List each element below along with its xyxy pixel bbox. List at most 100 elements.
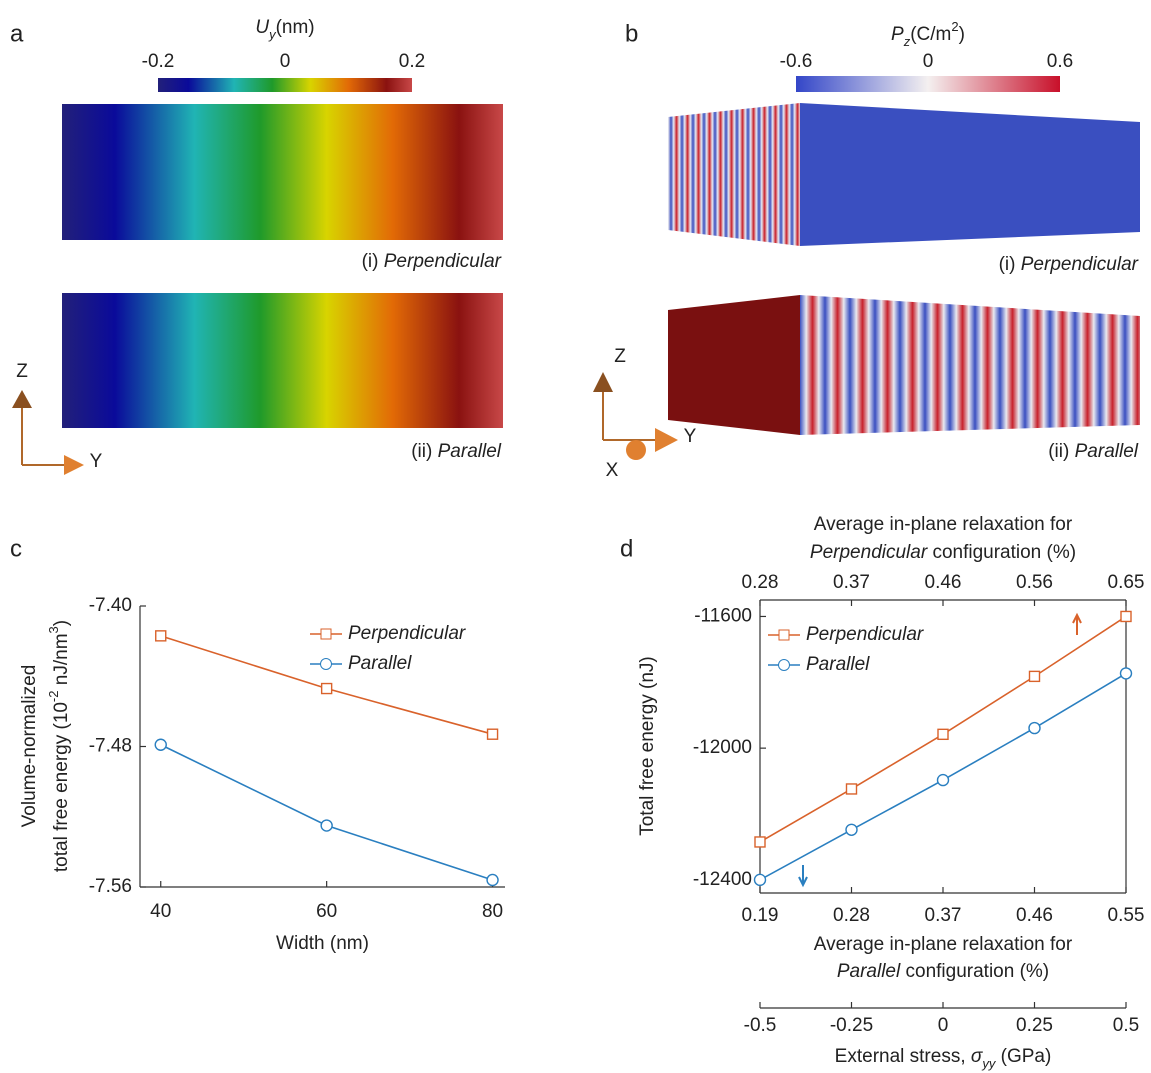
marker <box>488 729 498 739</box>
x-tick-label: 0.28 <box>833 905 870 926</box>
colorbar <box>158 78 412 92</box>
marker <box>846 824 857 835</box>
legend-marker <box>321 629 331 639</box>
domain-box <box>668 103 800 246</box>
colorbar <box>796 76 1060 92</box>
x-tick-label: 0.37 <box>925 905 962 926</box>
x-tick-label: -0.5 <box>744 1015 777 1036</box>
marker <box>755 837 765 847</box>
arrow <box>799 865 807 885</box>
marker <box>155 739 166 750</box>
text-part: (C/m <box>910 24 951 45</box>
legend-label: Parallel <box>806 654 870 675</box>
x-bottom-axis-label: Parallel configuration (%) <box>837 961 1049 982</box>
marker <box>755 874 766 885</box>
legend-marker <box>779 660 790 671</box>
panel-a <box>12 78 503 475</box>
text-part: 2 <box>951 19 958 34</box>
marker <box>487 874 498 885</box>
x-top-tick-label: 0.65 <box>1108 572 1145 593</box>
legend-marker <box>779 630 789 640</box>
panel-label: d <box>620 535 633 562</box>
marker <box>1029 723 1040 734</box>
marker <box>938 775 949 786</box>
arrow <box>1073 615 1081 635</box>
colorbar-tick-label: 0.2 <box>399 51 425 72</box>
x-tick-label: -0.25 <box>830 1015 873 1036</box>
marker <box>938 729 948 739</box>
colorbar-tick-label: -0.2 <box>142 51 175 72</box>
field-map <box>62 104 503 240</box>
x-top-axis-label: Average in-plane relaxation for <box>814 514 1073 535</box>
x-axis-label: External stress, σyy (GPa) <box>835 1046 1052 1071</box>
text-part: External stress, <box>835 1046 971 1067</box>
text-part: (GPa) <box>995 1046 1051 1067</box>
y-axis-label: Total free energy (nJ) <box>637 656 658 836</box>
marker <box>322 684 332 694</box>
text-part: U <box>255 17 269 38</box>
panel-label: c <box>10 535 22 562</box>
marker <box>156 631 166 641</box>
x-top-tick-label: 0.28 <box>742 572 779 593</box>
text-part: Perpendicular <box>1021 254 1139 275</box>
panel-label: b <box>625 20 638 47</box>
text-part: -2 <box>46 690 61 702</box>
text-part: Parallel <box>438 441 502 462</box>
axis-indicator <box>593 372 678 460</box>
text-part: total free energy (10 <box>51 702 72 872</box>
axis-name: Z <box>16 361 28 382</box>
view-label: (ii) Parallel <box>411 441 502 462</box>
y-tick-label: -11600 <box>694 605 752 626</box>
view-label: (ii) Parallel <box>1048 441 1139 462</box>
text-part: Perpendicular <box>810 542 928 563</box>
x-top-tick-label: 0.56 <box>1016 572 1053 593</box>
field-map <box>62 293 503 428</box>
x-tick-label: 0 <box>938 1015 949 1036</box>
x-tick-label: 40 <box>150 901 171 922</box>
text-part: 3 <box>46 626 61 633</box>
figure: a b Uy(nm) -0.2 0 0.2 (i) Perpendicular (ii) … <box>0 0 1151 1073</box>
marker <box>1121 611 1131 621</box>
text-part: ) <box>959 24 965 45</box>
marker <box>321 820 332 831</box>
text-part: Parallel <box>1075 441 1139 462</box>
x-tick-label: 60 <box>316 901 337 922</box>
x-top-tick-label: 0.46 <box>925 572 962 593</box>
domain-box <box>800 103 1140 246</box>
panel-labels: a b <box>10 20 638 47</box>
text-part: configuration (%) <box>927 542 1076 563</box>
x-tick-label: 0.5 <box>1113 1015 1139 1036</box>
x-tick-label: 80 <box>482 901 503 922</box>
y-tick-label: -12400 <box>693 869 752 890</box>
axis-name: Y <box>90 451 103 472</box>
marker <box>847 784 857 794</box>
text-part: (ii) <box>411 441 437 462</box>
x-tick-label: 0.19 <box>742 905 779 926</box>
legend-label: Perpendicular <box>806 624 924 645</box>
domain-box <box>800 295 1140 435</box>
text-part: nJ/nm <box>51 633 72 690</box>
text-part: configuration (%) <box>900 961 1049 982</box>
text-part: (i) <box>362 251 384 272</box>
colorbar-tick-label: 0.6 <box>1047 51 1073 72</box>
x-top-axis-label: Perpendicular configuration (%) <box>810 542 1076 563</box>
x-top-tick-label: 0.37 <box>833 572 870 593</box>
colorbar-tick-label: 0 <box>923 51 934 72</box>
series-line <box>161 745 493 880</box>
colorbar-title: Uy(nm) <box>255 17 314 42</box>
y-axis-label: Volume-normalized <box>19 665 40 828</box>
axis-name: Y <box>684 426 697 447</box>
x-tick-label: 0.55 <box>1108 905 1145 926</box>
colorbar-tick-label: 0 <box>280 51 291 72</box>
y-tick-label: -7.48 <box>89 736 132 757</box>
y-tick-label: -7.56 <box>89 876 132 897</box>
marker <box>1030 671 1040 681</box>
x-bottom-axis-label: Average in-plane relaxation for <box>814 934 1073 955</box>
axis-name: X <box>606 460 619 481</box>
domain-box <box>668 295 800 435</box>
colorbar-tick-label: -0.6 <box>780 51 813 72</box>
text-part: ) <box>51 620 72 626</box>
legend-marker <box>321 659 332 670</box>
colorbar-title: Pz(C/m2) <box>891 19 965 49</box>
y-tick-label: -7.40 <box>89 595 132 616</box>
